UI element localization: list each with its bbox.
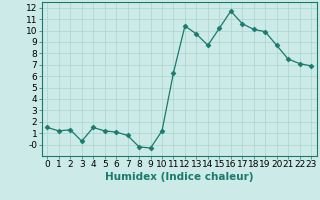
X-axis label: Humidex (Indice chaleur): Humidex (Indice chaleur) xyxy=(105,172,253,182)
